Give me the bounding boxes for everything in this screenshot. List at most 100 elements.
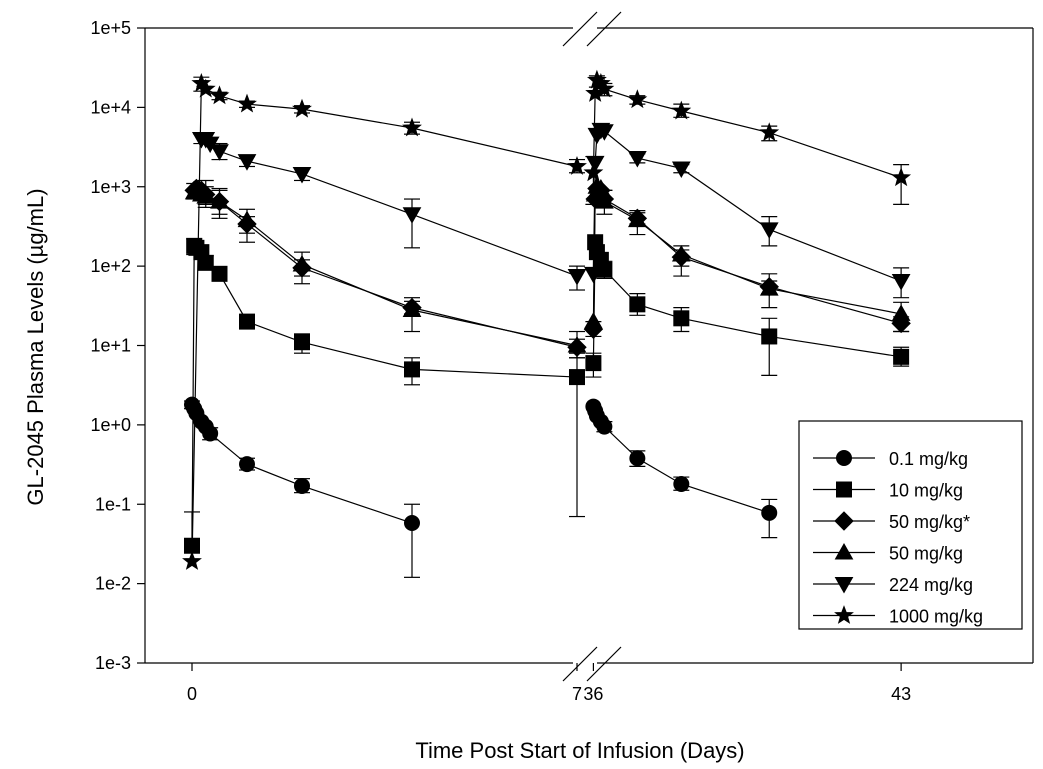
data-point bbox=[294, 477, 310, 494]
data-point bbox=[197, 254, 214, 271]
data-point bbox=[673, 310, 690, 327]
data-point bbox=[404, 361, 420, 378]
data-point bbox=[891, 167, 912, 187]
legend-marker bbox=[836, 450, 852, 466]
data-point bbox=[761, 504, 778, 521]
data-point bbox=[237, 154, 257, 171]
legend-marker bbox=[834, 577, 854, 594]
legend-box bbox=[798, 420, 1023, 630]
data-point bbox=[292, 254, 312, 272]
series-4 bbox=[184, 177, 911, 359]
data-point bbox=[627, 151, 647, 168]
axis-break-mark-bottom-2 bbox=[586, 646, 622, 682]
x-tick-label: 0 bbox=[187, 684, 197, 704]
data-point bbox=[583, 162, 604, 182]
data-point bbox=[893, 348, 910, 365]
data-point bbox=[210, 192, 229, 209]
legend-label: 50 mg/kg bbox=[889, 544, 963, 564]
data-point bbox=[196, 187, 216, 204]
data-point bbox=[292, 166, 312, 184]
y-tick-label: 1e+1 bbox=[90, 336, 131, 356]
y-tick-label: 1e+4 bbox=[90, 97, 131, 117]
data-point bbox=[594, 78, 615, 98]
legend-item: 0.1 mg/kg bbox=[813, 449, 968, 469]
data-point bbox=[585, 355, 602, 372]
x-tick-label: 36 bbox=[583, 684, 603, 704]
y-tick-label: 1e+0 bbox=[90, 415, 131, 435]
data-point bbox=[209, 85, 230, 105]
series-6 bbox=[182, 69, 912, 570]
data-point bbox=[673, 475, 690, 492]
data-point bbox=[195, 78, 216, 98]
data-point bbox=[891, 304, 911, 321]
data-point bbox=[294, 334, 310, 351]
legend-marker bbox=[836, 481, 852, 498]
data-point bbox=[595, 124, 614, 141]
y-tick-label: 1e+3 bbox=[90, 177, 131, 197]
data-point bbox=[584, 266, 603, 284]
axis-layer: 1e-3 1e-2 1e-1 1e+0 1e+1 1e+2 1e+3 1e+4 1e+5 0 7 36… bbox=[90, 18, 911, 704]
data-point bbox=[671, 245, 691, 262]
x-tick-label: 7 bbox=[572, 684, 582, 704]
y-axis-title: GL-2045 Plasma Levels (µg/mL) bbox=[23, 188, 48, 505]
legend-item: 50 mg/kg* bbox=[813, 511, 970, 532]
series-5-line-1 bbox=[201, 138, 578, 277]
data-point bbox=[891, 273, 911, 291]
data-point bbox=[239, 313, 255, 330]
legend-label: 224 mg/kg bbox=[889, 575, 973, 595]
data-point bbox=[402, 300, 422, 318]
data-point bbox=[567, 269, 587, 286]
legend-marker bbox=[834, 542, 854, 560]
plot-frame bbox=[144, 11, 1034, 682]
y-tick-label: 1e+2 bbox=[90, 256, 131, 276]
legend-label: 50 mg/kg* bbox=[889, 512, 970, 532]
x-tick-label: 43 bbox=[891, 684, 911, 704]
y-tick-label: 1e-2 bbox=[95, 574, 131, 594]
data-point bbox=[629, 296, 646, 313]
data-point bbox=[591, 179, 611, 196]
data-point bbox=[671, 100, 692, 120]
data-point bbox=[567, 156, 587, 175]
series-1-line-2 bbox=[592, 406, 770, 514]
legend-item: 10 mg/kg bbox=[813, 481, 963, 501]
data-point bbox=[202, 425, 219, 442]
axis-break-mark-bottom-1 bbox=[562, 646, 598, 682]
legend-item: 224 mg/kg bbox=[813, 575, 973, 595]
series-layer bbox=[182, 69, 912, 578]
data-point bbox=[759, 222, 779, 239]
data-point bbox=[761, 328, 778, 345]
data-point bbox=[671, 161, 691, 178]
series-2-line-1 bbox=[191, 244, 578, 546]
y-tick-label: 1e-3 bbox=[95, 653, 131, 673]
data-point bbox=[404, 515, 420, 532]
series-2 bbox=[184, 234, 910, 554]
data-point bbox=[627, 210, 647, 228]
x-axis-title: Time Post Start of Infusion (Days) bbox=[415, 738, 744, 763]
legend-label: 10 mg/kg bbox=[889, 481, 963, 501]
data-point bbox=[759, 279, 779, 296]
data-point bbox=[402, 117, 422, 137]
data-point bbox=[237, 93, 257, 113]
data-point bbox=[569, 369, 585, 386]
data-point bbox=[759, 122, 780, 142]
legend-label: 0.1 mg/kg bbox=[889, 449, 968, 469]
y-tick-label: 1e+5 bbox=[90, 18, 131, 38]
data-point bbox=[237, 210, 257, 228]
legend-item: 50 mg/kg bbox=[813, 542, 963, 564]
data-point bbox=[292, 98, 312, 118]
legend-item: 1000 mg/kg bbox=[813, 605, 983, 627]
series-1 bbox=[184, 396, 778, 578]
legend-marker bbox=[834, 605, 854, 624]
series-3 bbox=[184, 178, 911, 359]
y-tick-label: 1e-1 bbox=[95, 494, 131, 514]
data-point bbox=[211, 265, 228, 282]
data-point bbox=[567, 335, 587, 353]
data-point bbox=[239, 456, 255, 473]
data-point bbox=[182, 551, 202, 570]
legend-label: 1000 mg/kg bbox=[889, 607, 983, 627]
data-point bbox=[402, 207, 422, 224]
series-1-line-1 bbox=[191, 404, 413, 524]
legend-marker bbox=[834, 511, 854, 531]
series-5 bbox=[191, 122, 911, 299]
